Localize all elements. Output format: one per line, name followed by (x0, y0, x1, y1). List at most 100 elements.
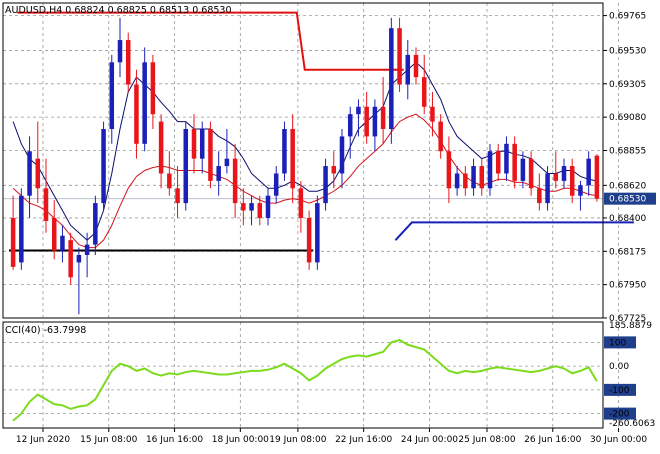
candle-body (76, 255, 82, 263)
moving-averages (12, 61, 597, 249)
cci-axis-label: 0.00 (609, 362, 629, 372)
candle-body (528, 158, 534, 189)
candle-body (27, 151, 32, 196)
trend-line (394, 221, 634, 241)
cci-axis-label: -260.6063 (609, 419, 655, 429)
candle-body (125, 40, 131, 85)
time-label: 19 Jun 08:00 (269, 435, 326, 445)
candle-body (224, 158, 230, 167)
candle-body (290, 129, 295, 189)
candle-body (43, 188, 49, 221)
price-label: 0.68400 (609, 214, 646, 224)
candle-body (315, 203, 320, 263)
time-label: 16 Jun 16:00 (146, 435, 203, 445)
candle-body (537, 188, 542, 204)
candle-body (241, 203, 246, 211)
candles (10, 17, 600, 315)
candle-body (19, 195, 24, 263)
price-label: 0.67950 (609, 281, 646, 291)
candle-body (60, 235, 65, 251)
price-label: 0.67725 (609, 314, 646, 324)
candle-body (520, 158, 526, 181)
candle-body (249, 203, 254, 211)
candle-body (438, 121, 443, 152)
cci-axis-label: -100 (609, 386, 630, 396)
candle-body (569, 166, 575, 196)
candle-body (397, 28, 402, 85)
price-pane-border (2, 2, 604, 319)
current-price-text: 0.68530 (609, 195, 646, 205)
price-label: 0.69765 (609, 12, 646, 22)
candle-body (380, 106, 386, 129)
candle-body (84, 244, 90, 255)
time-label: 12 Jun 2020 (16, 435, 70, 445)
candle-body (495, 151, 501, 174)
candle-body (479, 166, 485, 189)
candle-body (454, 173, 460, 189)
cci-level-tag (604, 383, 636, 396)
price-label: 0.69305 (609, 80, 646, 90)
candle-body (504, 143, 509, 174)
price-label: 0.69080 (609, 113, 646, 123)
candle-body (183, 129, 189, 204)
candle-body (339, 136, 345, 174)
candle-body (10, 217, 16, 267)
candle-body (471, 166, 476, 189)
candle-body (545, 173, 550, 204)
time-label: 26 Jun 16:00 (524, 435, 581, 445)
candle-body (298, 188, 304, 218)
candle-body (142, 62, 147, 144)
candle-body (282, 129, 287, 174)
price-label: 0.68175 (609, 247, 646, 257)
candle-body (347, 114, 353, 137)
cci-line (12, 338, 598, 422)
candle-body (208, 129, 213, 181)
candle-body (389, 28, 394, 130)
candle-body (331, 166, 337, 174)
candle-body (578, 185, 583, 196)
cci-level-tag (604, 407, 636, 420)
current-price-tag (604, 192, 656, 205)
candle-body (364, 106, 369, 137)
candle-body (446, 151, 452, 189)
candle-body (232, 158, 238, 204)
candle-body (191, 129, 197, 159)
candle-body (356, 106, 361, 115)
time-label: 18 Jun 00:00 (212, 435, 269, 445)
time-label: 15 Jun 08:00 (80, 435, 137, 445)
candle-body (158, 121, 164, 174)
fast-ma-line (12, 61, 597, 241)
candle-body (101, 129, 106, 204)
candle-body (134, 84, 139, 144)
cci-pane-border (2, 321, 604, 429)
candle-body (586, 158, 591, 186)
candle-body (216, 166, 221, 181)
candle-body (413, 54, 419, 78)
candle-body (51, 217, 57, 251)
candle-body (323, 166, 328, 204)
candle-body (93, 203, 98, 245)
candle-body (265, 195, 271, 218)
cci-axis-label: -200 (609, 410, 630, 420)
symbol-info: AUDUSD,H4 0.68824 0.68825 0.68513 0.6853… (5, 5, 232, 16)
candle-body (553, 173, 559, 181)
axes: 0.69765 0.69530 0.69305 0.69080 0.68855 0.686… (16, 12, 656, 445)
price-label: 0.69530 (609, 46, 646, 56)
candle-body (306, 217, 312, 263)
price-label: 0.68620 (609, 181, 646, 191)
candle-body (512, 143, 517, 181)
time-label: 30 Jun 00:00 (590, 435, 647, 445)
candle-body (109, 62, 115, 130)
cci-axis-label: 185.8879 (609, 321, 652, 331)
candle-body (257, 203, 263, 218)
candle-body (175, 188, 180, 204)
candle-body (487, 151, 493, 189)
cci-level-tag (604, 336, 636, 349)
candle-body (561, 166, 567, 181)
time-label: 24 Jun 00:00 (401, 435, 458, 445)
candle-body (405, 54, 411, 85)
candle-body (430, 106, 435, 122)
cci-label: CCI(40) -63.7998 (5, 325, 86, 336)
